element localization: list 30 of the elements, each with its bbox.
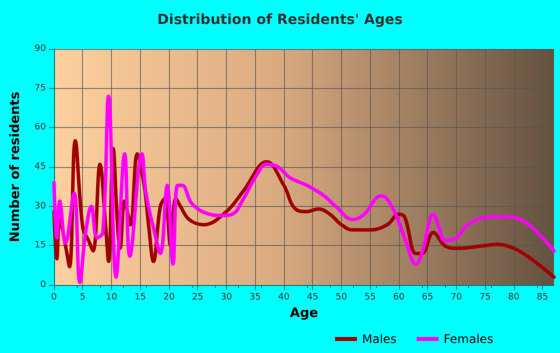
chart-title: Distribution of Residents' Ages <box>157 12 403 28</box>
y-tick-label: 15 <box>34 240 46 251</box>
x-axis-title: Age <box>290 306 318 321</box>
x-tick-label: 70 <box>450 292 462 302</box>
y-tick-label: 75 <box>34 83 46 94</box>
y-tick-label: 60 <box>34 122 46 133</box>
x-tick-label: 85 <box>536 292 548 302</box>
x-tick-label: 25 <box>192 292 204 302</box>
x-tick-label: 80 <box>508 292 520 302</box>
y-tick-label: 0 <box>40 280 46 290</box>
x-tick-label: 30 <box>220 292 232 302</box>
x-tick-label: 55 <box>364 292 376 302</box>
legend-label: Females <box>444 332 494 346</box>
x-tick-label: 5 <box>80 292 86 302</box>
x-tick-label: 0 <box>51 292 58 302</box>
legend-label: Males <box>362 332 397 346</box>
y-tick-label: 30 <box>34 201 46 212</box>
x-tick-label: 50 <box>336 292 348 302</box>
x-tick-label: 45 <box>306 292 318 302</box>
x-tick-label: 20 <box>163 292 175 302</box>
x-tick-label: 10 <box>106 292 118 302</box>
x-tick-label: 35 <box>249 292 261 302</box>
y-tick-label: 45 <box>34 162 46 172</box>
x-tick-label: 40 <box>278 292 290 302</box>
x-tick-label: 75 <box>479 292 491 302</box>
y-axis-title: Number of residents <box>8 91 23 242</box>
x-tick-label: 65 <box>422 292 434 302</box>
x-tick-label: 60 <box>393 292 405 302</box>
y-tick-label: 90 <box>34 44 46 54</box>
x-tick-label: 15 <box>134 292 146 302</box>
